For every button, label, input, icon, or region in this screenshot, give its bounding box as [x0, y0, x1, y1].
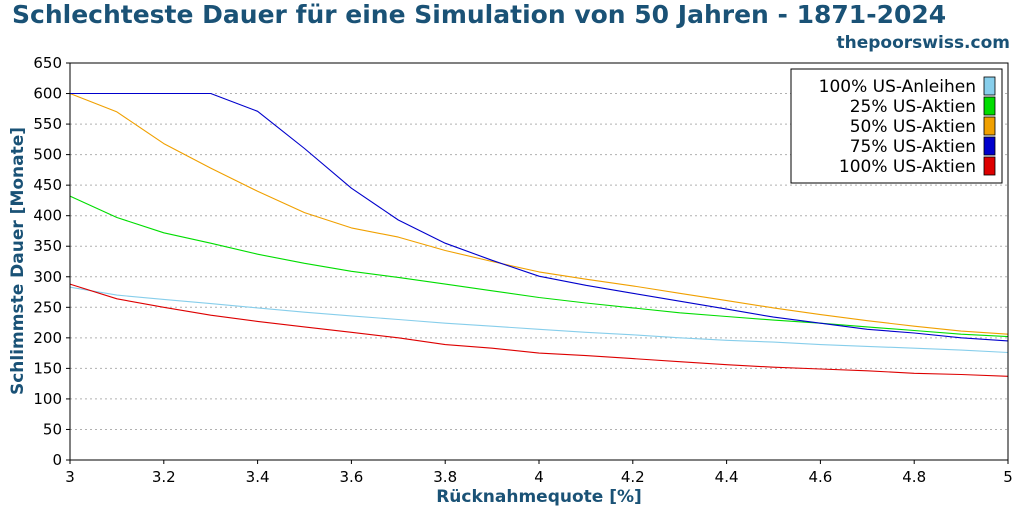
x-tick-label: 3 — [65, 468, 75, 486]
legend-label: 25% US-Aktien — [850, 97, 976, 117]
y-axis-label: Schlimmste Dauer [Monate] — [8, 127, 28, 395]
y-tick-label: 250 — [33, 298, 62, 316]
x-axis-label: Rücknahmequote [%] — [436, 487, 642, 507]
y-tick-label: 600 — [33, 85, 62, 103]
x-axis-ticks: 3 3.2 3.4 3.6 3.8 4 4.2 4.4 4.6 4.8 5 — [65, 460, 1013, 486]
y-tick-label: 150 — [33, 359, 62, 377]
x-tick-label: 4.6 — [808, 468, 832, 486]
x-tick-label: 4 — [534, 468, 544, 486]
legend-swatch — [983, 136, 996, 156]
y-tick-label: 400 — [33, 207, 62, 225]
series-lines — [69, 92, 1009, 377]
x-tick-label: 3.6 — [339, 468, 363, 486]
y-tick-label: 650 — [33, 54, 62, 72]
y-tick-label: 500 — [33, 146, 62, 164]
y-tick-label: 300 — [33, 268, 62, 286]
chart-subtitle-site: thepoorswiss.com — [836, 33, 1011, 53]
legend-label: 75% US-Aktien — [850, 137, 976, 157]
y-tick-label: 350 — [33, 237, 62, 255]
y-tick-label: 450 — [33, 176, 62, 194]
legend-label: 100% US-Anleihen — [819, 77, 976, 97]
series-line-3 — [70, 92, 1009, 342]
x-tick-label: 4.4 — [715, 468, 739, 486]
x-tick-label: 3.4 — [246, 468, 270, 486]
y-tick-label: 0 — [52, 451, 62, 469]
legend-label: 50% US-Aktien — [850, 117, 976, 137]
x-tick-label: 4.8 — [902, 468, 926, 486]
y-tick-label: 550 — [33, 115, 62, 133]
legend-swatch — [983, 96, 996, 116]
legend-label: 100% US-Aktien — [839, 157, 976, 177]
legend-swatch — [983, 76, 996, 96]
y-tick-label: 50 — [43, 420, 62, 438]
x-tick-label: 4.2 — [621, 468, 645, 486]
legend-swatch — [983, 156, 996, 176]
series-line-2 — [69, 92, 1009, 335]
series-line-4 — [69, 283, 1009, 377]
x-tick-label: 3.8 — [433, 468, 457, 486]
series-line-1 — [69, 195, 1009, 338]
y-tick-label: 100 — [33, 390, 62, 408]
legend-box — [790, 68, 1003, 184]
series-line-0 — [69, 286, 1009, 354]
y-tick-label: 200 — [33, 329, 62, 347]
x-tick-label: 5 — [1003, 468, 1013, 486]
chart-title: Schlechteste Dauer für eine Simulation v… — [12, 0, 947, 29]
x-tick-label: 3.2 — [152, 468, 176, 486]
y-axis-ticks: 0 50 100 150 200 250 300 350 400 450 500 550 600 650 — [33, 54, 70, 469]
legend-swatch — [983, 116, 996, 136]
